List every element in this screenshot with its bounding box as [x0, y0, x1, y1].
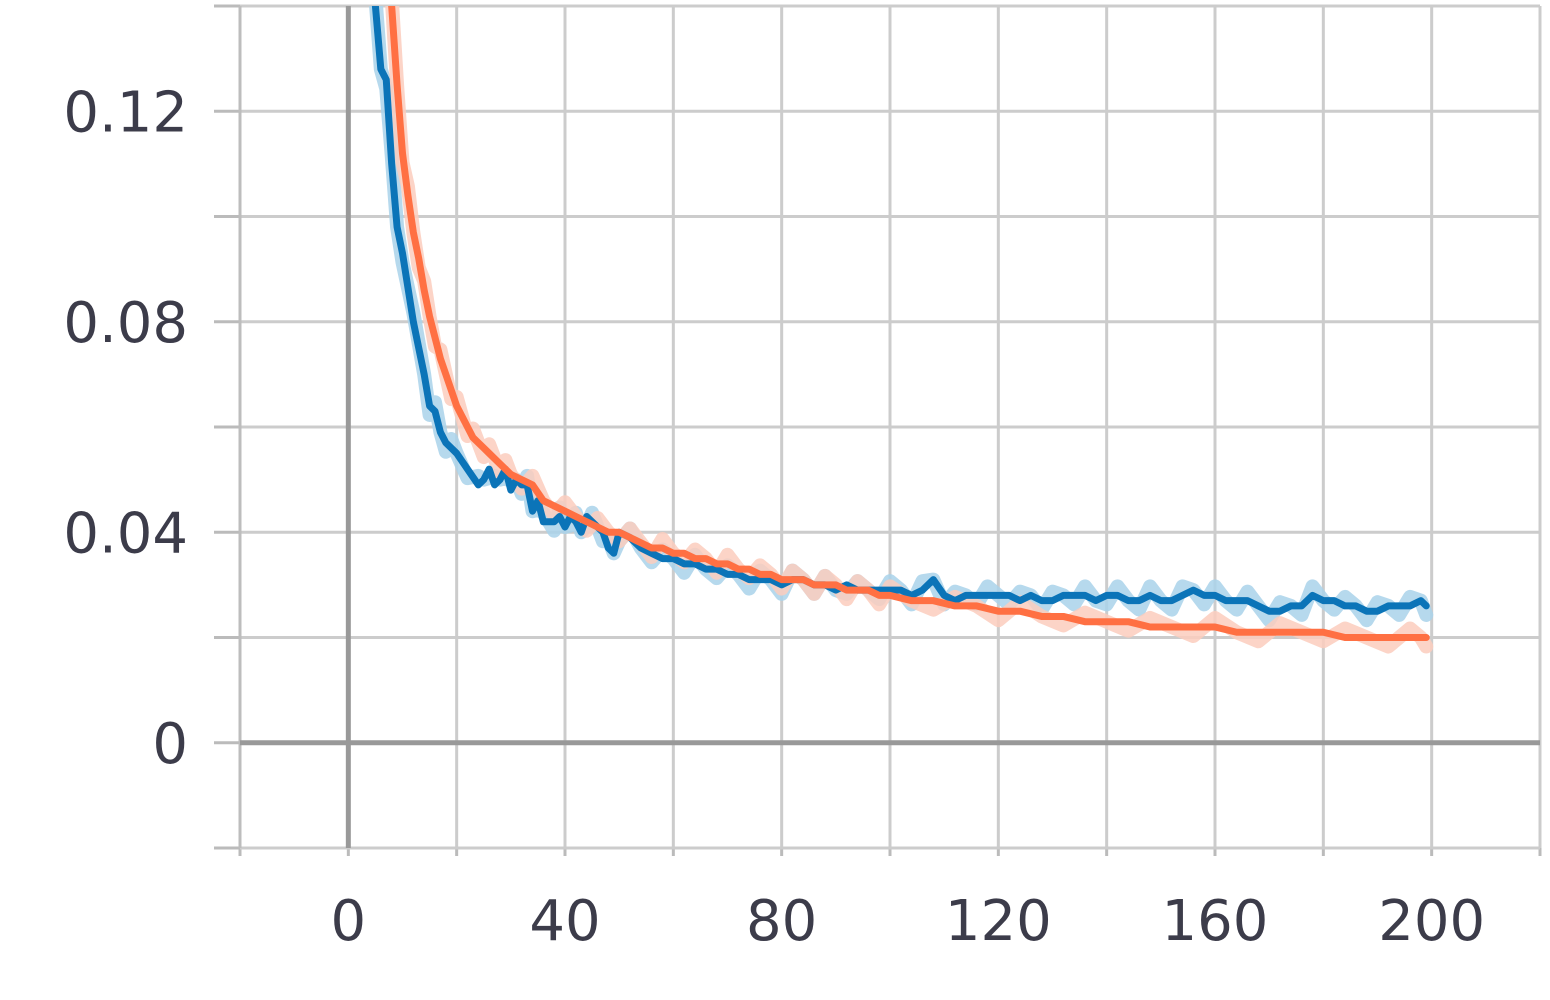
x-tick-label: 200: [1378, 889, 1485, 954]
axis-layer: [240, 6, 1540, 848]
y-tick-label: 0.12: [63, 80, 188, 145]
series-0-line: [371, 6, 1430, 615]
grid-layer: [214, 4, 1542, 856]
x-tick-label: 120: [945, 889, 1052, 954]
x-tick-label: 40: [529, 889, 600, 954]
x-tick-label: 160: [1162, 889, 1269, 954]
series-layer: [369, 6, 1434, 654]
tick-labels: 0 40 80 120 160 200 0 0.04 0.08 0.12: [63, 80, 1485, 954]
series-1-line: [388, 6, 1430, 641]
y-tick-label: 0.08: [63, 291, 188, 356]
x-tick-label: 0: [331, 889, 367, 954]
y-tick-label: 0.04: [63, 501, 188, 566]
series-0-raw-band: [369, 6, 1434, 628]
y-tick-label: 0: [152, 712, 188, 777]
x-tick-label: 80: [746, 889, 817, 954]
